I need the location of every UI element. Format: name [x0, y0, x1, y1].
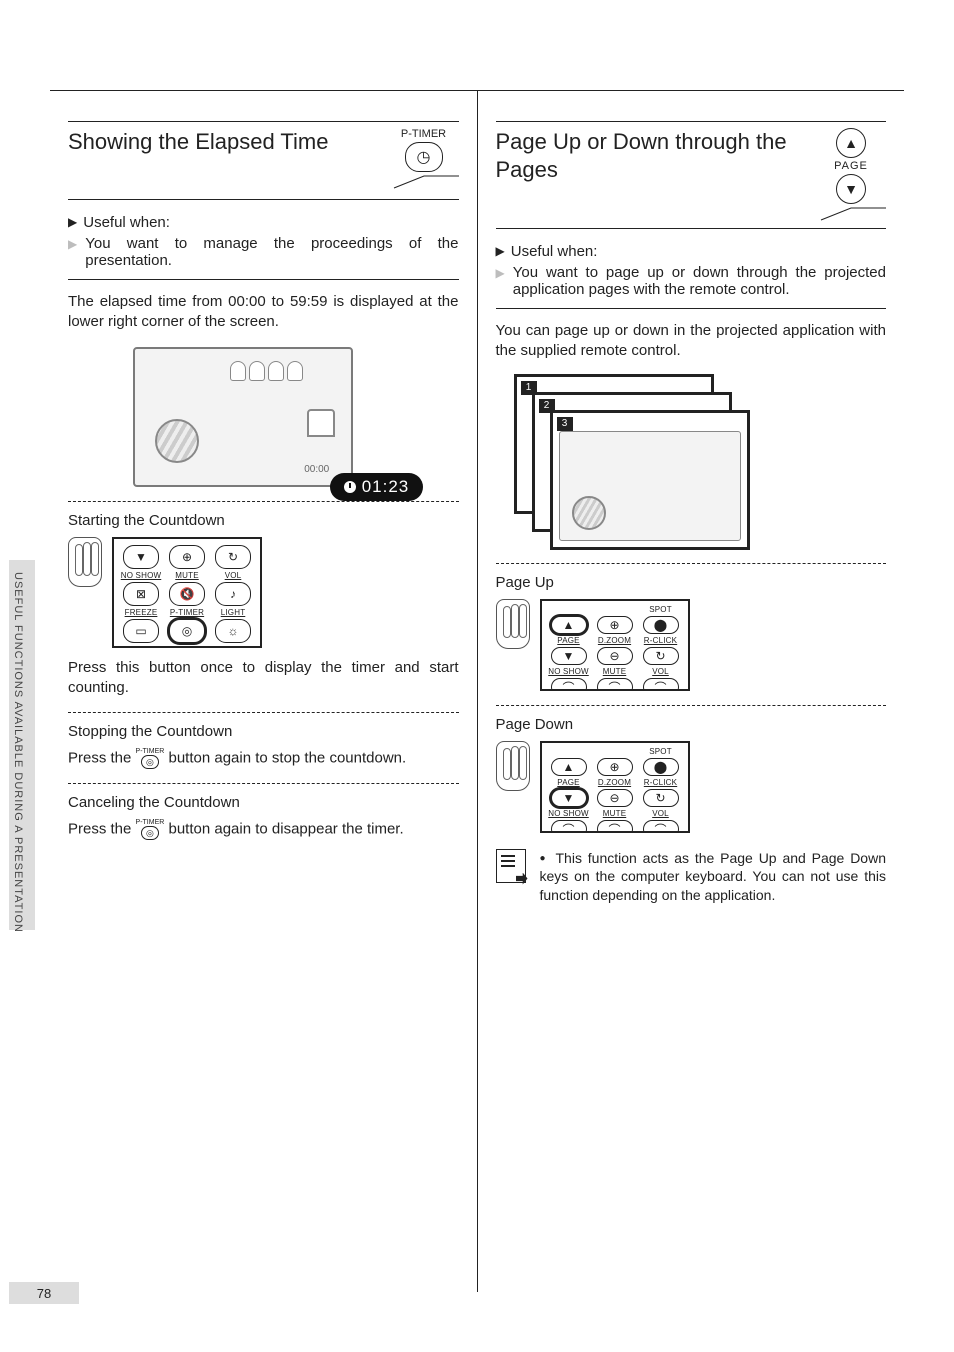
- sidebar-text: USEFUL FUNCTIONS AVAILABLE DURING A PRES…: [12, 572, 24, 933]
- dashed-divider: [68, 501, 459, 502]
- clock-icon: [344, 481, 356, 493]
- section-title-elapsed: Showing the Elapsed Time: [68, 128, 329, 156]
- callout-line-icon: [389, 172, 459, 190]
- divider: [68, 279, 459, 280]
- page-up-icon: ▲: [836, 128, 866, 158]
- figure-small-time: 00:00: [304, 464, 329, 475]
- divider: [496, 308, 887, 309]
- cancel-countdown-text: Press the P-TIMER◎ button again to disap…: [68, 819, 459, 840]
- page-label: PAGE: [816, 160, 886, 172]
- section-header-left: Showing the Elapsed Time P-TIMER ◷: [68, 128, 459, 200]
- hand-icon: [496, 599, 530, 649]
- useful-when-heading: Useful when:: [496, 243, 887, 260]
- page-up-heading: Page Up: [496, 574, 887, 591]
- ptimer-icon: ◷: [405, 142, 443, 172]
- remote-diagram-pageup: SPOT ▲⊕⬤ PAGE D.ZOOM R-CLICK ▼⊖↻ NO SHOW…: [540, 599, 690, 691]
- remote-diagram-ptimer: ▼⊕↻ NO SHOW MUTE VOL ⊠🔇♪ FREEZE P-TIMER …: [112, 537, 262, 648]
- section-title-page: Page Up or Down through the Pages: [496, 128, 809, 183]
- callout-line-icon: [816, 204, 886, 222]
- page-down-icon: ▼: [836, 174, 866, 204]
- ptimer-inline-button: P-TIMER◎: [136, 819, 165, 840]
- stopping-countdown-heading: Stopping the Countdown: [68, 723, 459, 740]
- dashed-divider: [496, 705, 887, 706]
- page-down-heading: Page Down: [496, 716, 887, 733]
- canceling-countdown-heading: Canceling the Countdown: [68, 794, 459, 811]
- left-column: Showing the Elapsed Time P-TIMER ◷ Usefu…: [50, 91, 478, 1292]
- hand-icon: [68, 537, 102, 587]
- start-countdown-text: Press this button once to display the ti…: [68, 658, 459, 699]
- ptimer-badge: P-TIMER ◷: [389, 128, 459, 193]
- timer-display-value: 01:23: [362, 477, 410, 497]
- starting-countdown-heading: Starting the Countdown: [68, 512, 459, 529]
- ptimer-inline-button: P-TIMER◎: [136, 748, 165, 769]
- dashed-divider: [68, 712, 459, 713]
- section-header-right: Page Up or Down through the Pages ▲ PAGE…: [496, 128, 887, 229]
- figure-projector-timer: 00:00 01:23: [133, 347, 393, 487]
- ptimer-button-highlighted: ◎: [169, 619, 205, 643]
- hand-icon: [496, 741, 530, 791]
- elapsed-description: The elapsed time from 00:00 to 59:59 is …: [68, 292, 459, 333]
- note-text: This function acts as the Page Up and Pa…: [540, 849, 887, 906]
- useful-when-item: You want to page up or down through the …: [496, 264, 887, 298]
- page-description: You can page up or down in the projected…: [496, 321, 887, 362]
- page-badge: ▲ PAGE ▼: [816, 128, 886, 222]
- useful-when-item: You want to manage the proceedings of th…: [68, 235, 459, 269]
- remote-diagram-pagedown: SPOT ▲⊕⬤ PAGE D.ZOOM R-CLICK ▼⊖↻ NO SHOW…: [540, 741, 690, 833]
- note-icon: [496, 849, 526, 883]
- page-content: Showing the Elapsed Time P-TIMER ◷ Usefu…: [50, 90, 904, 1292]
- figure-page-stack: 1 2 3: [514, 374, 744, 549]
- timer-display-badge: 01:23: [330, 473, 424, 501]
- page-down-button-highlighted: ▼: [551, 789, 587, 807]
- ptimer-label: P-TIMER: [389, 128, 459, 140]
- page-up-button-highlighted: ▲: [551, 616, 587, 634]
- stop-countdown-text: Press the P-TIMER◎ button again to stop …: [68, 748, 459, 769]
- dashed-divider: [496, 563, 887, 564]
- right-column: Page Up or Down through the Pages ▲ PAGE…: [478, 91, 905, 1292]
- note-block: This function acts as the Page Up and Pa…: [496, 849, 887, 906]
- useful-when-heading: Useful when:: [68, 214, 459, 231]
- dashed-divider: [68, 783, 459, 784]
